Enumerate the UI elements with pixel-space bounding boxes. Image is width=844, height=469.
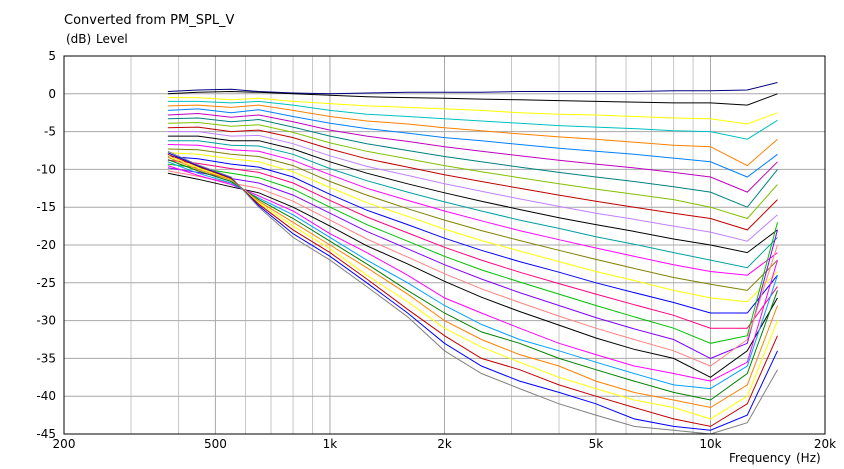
y-tick-label: -25: [36, 276, 56, 290]
x-tick-label: 500: [204, 437, 227, 451]
x-tick-label: 10k: [699, 437, 721, 451]
y-tick-label: -30: [36, 314, 56, 328]
y-tick-labels: 5 0 -5 -10 -15 -20 -25 -30 -35 -40 -45: [36, 49, 56, 441]
series-line-7: [167, 112, 778, 193]
series-line-19: [167, 163, 778, 344]
series-line-21: [167, 170, 778, 367]
series-layer: [167, 82, 778, 435]
series-line-14: [167, 144, 778, 276]
series-line-3: [167, 97, 778, 125]
y-axis-unit: (dB): [66, 32, 91, 46]
x-axis-label: Frequency: [729, 451, 791, 465]
y-tick-label: -35: [36, 351, 56, 365]
series-line-18: [167, 159, 778, 329]
x-tick-label: 200: [53, 437, 76, 451]
x-tick-label: 20k: [814, 437, 836, 451]
series-line-16: [167, 152, 778, 303]
series-line-1: [167, 82, 778, 95]
series-line-4: [167, 100, 778, 140]
series-line-28: [167, 153, 778, 427]
y-tick-label: 5: [48, 49, 56, 63]
series-line-13: [167, 140, 778, 269]
series-line-26: [167, 156, 778, 409]
x-tick-label: 2k: [437, 437, 452, 451]
series-line-12: [167, 135, 778, 254]
y-tick-label: -40: [36, 389, 56, 403]
series-line-25: [167, 159, 778, 401]
y-tick-label: 0: [48, 87, 56, 101]
x-tick-label: 5k: [589, 437, 604, 451]
series-line-5: [167, 104, 778, 167]
series-line-20: [167, 167, 778, 359]
y-tick-label: -20: [36, 238, 56, 252]
chart-title: Converted from PM_SPL_V: [64, 13, 235, 28]
series-line-10: [167, 126, 778, 231]
y-tick-label: -5: [44, 125, 56, 139]
series-line-15: [167, 148, 778, 291]
series-line-27: [167, 155, 778, 420]
series-line-11: [167, 131, 778, 242]
y-tick-label: -10: [36, 162, 56, 176]
series-line-30: [167, 150, 778, 435]
series-line-23: [167, 165, 778, 382]
x-axis-unit: (Hz): [796, 451, 821, 465]
x-tick-label: 1k: [323, 437, 338, 451]
series-line-2: [167, 90, 778, 106]
y-tick-label: -15: [36, 200, 56, 214]
series-line-8: [167, 117, 778, 208]
plot-frame: [63, 55, 826, 435]
y-tick-label: -45: [36, 427, 56, 441]
series-line-24: [167, 161, 778, 390]
series-line-6: [167, 108, 778, 178]
y-axis-label: Level: [96, 32, 128, 46]
series-line-29: [167, 152, 778, 431]
x-tick-labels: 200 500 1k 2k 5k 10k 20k: [53, 437, 837, 451]
series-line-17: [167, 156, 778, 314]
series-line-9: [167, 121, 778, 220]
series-line-22: [167, 172, 778, 378]
